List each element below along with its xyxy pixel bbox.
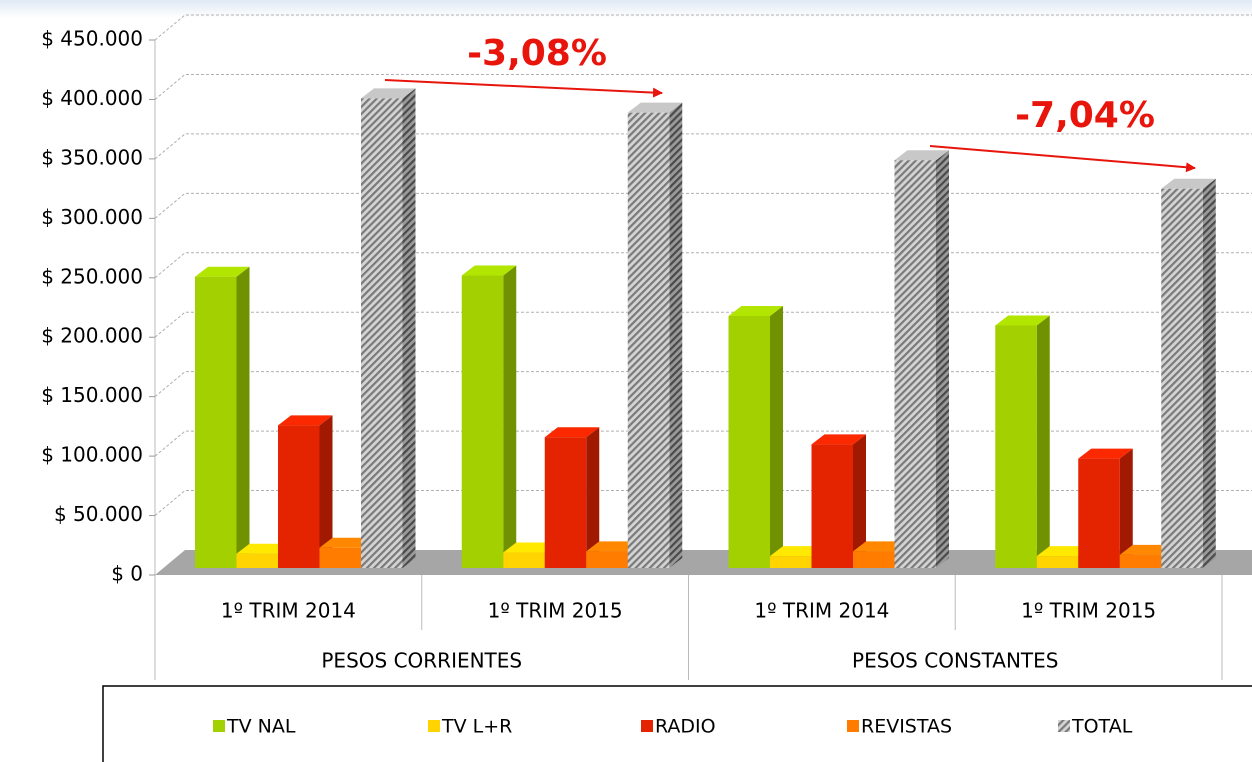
- bar-side: [669, 102, 683, 569]
- bar-top: [503, 542, 558, 553]
- bar: [195, 276, 237, 568]
- bar-side: [402, 88, 416, 568]
- legend-swatch: [428, 720, 440, 732]
- bar: [995, 325, 1037, 568]
- bar: [586, 551, 628, 568]
- bar-top: [461, 265, 517, 276]
- bar-top: [586, 541, 641, 552]
- bar-side: [1036, 315, 1050, 568]
- bar: [278, 425, 320, 568]
- legend-swatch: [847, 720, 859, 732]
- bar-top: [236, 543, 291, 554]
- grid-line: [154, 192, 1252, 219]
- bar: [544, 437, 587, 568]
- bar-top: [319, 537, 374, 548]
- bar-top: [544, 427, 600, 438]
- bar-top: [1119, 544, 1175, 555]
- bar: [361, 98, 403, 568]
- x-tick-label: 1º TRIM 2015: [488, 599, 623, 623]
- bar-side: [1202, 178, 1216, 568]
- legend-swatch: [1058, 720, 1070, 732]
- grid-line: [154, 133, 1252, 160]
- bar: [1119, 554, 1162, 568]
- bar: [1161, 188, 1203, 568]
- bar: [853, 551, 895, 568]
- y-tick-label: $ 50.000: [54, 502, 143, 526]
- floor: [155, 550, 1252, 575]
- group-label: PESOS CORRIENTES: [321, 649, 522, 673]
- bar: [770, 556, 812, 568]
- y-tick-label: $ 400.000: [41, 86, 143, 110]
- bar: [319, 547, 361, 568]
- bar-top: [627, 102, 683, 113]
- bar-side: [586, 427, 600, 568]
- group-label: PESOS CONSTANTES: [852, 649, 1058, 673]
- legend-label: TV L+R: [441, 716, 512, 738]
- x-tick-label: 1º TRIM 2014: [221, 599, 356, 623]
- background-band: [0, 0, 1252, 18]
- annotation-arrow: [384, 79, 663, 98]
- grid-line: [154, 371, 1252, 398]
- bar-top: [1036, 546, 1092, 557]
- bar-top: [361, 88, 416, 99]
- bar-side: [1119, 448, 1133, 568]
- grid-line: [154, 311, 1252, 338]
- bar-top: [195, 266, 250, 277]
- bar-top: [1161, 178, 1216, 189]
- legend-swatch: [641, 720, 653, 732]
- bar: [728, 315, 770, 568]
- legend-label: TV NAL: [226, 716, 296, 738]
- x-tick-label: 1º TRIM 2015: [1021, 599, 1156, 623]
- bar-top: [728, 305, 783, 316]
- bar-top: [1078, 448, 1133, 459]
- bar: [1078, 458, 1120, 568]
- bar: [811, 444, 853, 568]
- bar-top: [995, 315, 1050, 326]
- y-tick-label: $ 450.000: [41, 27, 143, 51]
- y-tick-label: $ 300.000: [41, 205, 143, 229]
- bar-top: [278, 415, 333, 426]
- legend-label: REVISTAS: [861, 716, 952, 738]
- bar-top: [770, 546, 825, 557]
- grid-line: [154, 73, 1252, 100]
- y-tick-label: $ 350.000: [41, 145, 143, 169]
- bar-side: [853, 434, 866, 568]
- bar-side: [936, 150, 949, 568]
- annotation-arrow: [929, 145, 1196, 173]
- annotation: -7,04%: [1015, 95, 1155, 136]
- annotation: -3,08%: [467, 33, 607, 74]
- bar-side: [319, 415, 333, 568]
- bar: [1036, 556, 1079, 568]
- grid-line: [154, 252, 1252, 279]
- bar-top: [894, 150, 949, 161]
- y-tick-label: $ 250.000: [41, 264, 143, 288]
- bar-side: [503, 265, 517, 568]
- bar: [236, 553, 278, 568]
- y-tick-label: $ 200.000: [41, 324, 143, 348]
- legend-swatch: [213, 720, 225, 732]
- legend-label: RADIO: [655, 716, 716, 738]
- y-tick-label: $ 100.000: [41, 443, 143, 467]
- bar: [894, 160, 936, 568]
- y-tick-label: $ 150.000: [41, 383, 143, 407]
- x-tick-label: 1º TRIM 2014: [754, 599, 889, 623]
- bar-top: [811, 434, 866, 445]
- bar: [627, 112, 670, 569]
- y-tick-label: $ 0: [111, 562, 143, 586]
- grid-line: [154, 14, 1252, 41]
- bar: [461, 275, 504, 568]
- bar-side: [770, 305, 783, 568]
- bar: [503, 552, 545, 568]
- bar-side: [236, 266, 250, 568]
- bar-top: [853, 541, 908, 552]
- legend-label: TOTAL: [1071, 716, 1133, 738]
